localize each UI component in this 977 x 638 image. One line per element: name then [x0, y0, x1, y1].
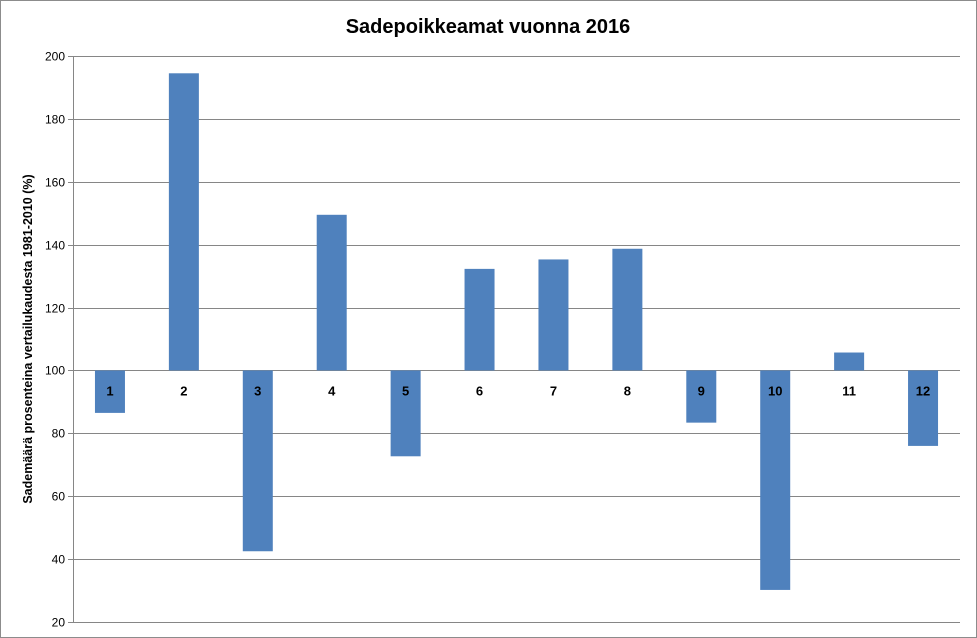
bar-11 [834, 352, 865, 371]
x-tick-label: 10 [768, 383, 782, 398]
gridlines [73, 56, 960, 623]
y-tick-label: 140 [45, 239, 65, 253]
bar-4 [316, 214, 347, 371]
bars [94, 73, 939, 590]
x-tick-label: 12 [916, 383, 930, 398]
chart-title: Sadepoikkeamat vuonna 2016 [346, 16, 631, 38]
x-tick-label: 7 [550, 383, 557, 398]
y-axis-label: Sademäärä prosenteina vertailukaudesta 1… [21, 174, 35, 503]
bar-8 [612, 248, 643, 371]
x-tick-label: 2 [180, 383, 187, 398]
bar-2 [168, 73, 199, 371]
x-tick-label: 4 [328, 383, 336, 398]
bar-5 [390, 370, 421, 457]
bar-12 [908, 370, 939, 446]
bar-6 [464, 268, 495, 371]
x-tick-label: 1 [106, 383, 113, 398]
y-tick-label: 200 [45, 50, 65, 64]
y-tick-label: 80 [52, 427, 66, 441]
y-tick-label: 180 [45, 113, 65, 127]
y-tick-labels: 20 40 60 80 100 120 140 160 180 200 [45, 50, 65, 630]
y-tick-label: 40 [52, 553, 66, 567]
bar-7 [538, 259, 569, 371]
y-tick-label: 60 [52, 490, 66, 504]
x-tick-label: 5 [402, 383, 409, 398]
y-tick-label: 20 [52, 616, 66, 630]
x-tick-label: 6 [476, 383, 483, 398]
x-tick-label: 3 [254, 383, 261, 398]
bar-3 [242, 370, 273, 552]
bar-1 [94, 370, 125, 413]
bar-10 [760, 370, 791, 590]
x-tick-label: 11 [842, 383, 856, 398]
y-tick-label: 160 [45, 176, 65, 190]
x-tick-label: 8 [624, 383, 631, 398]
y-tick-label: 120 [45, 302, 65, 316]
x-tick-label: 9 [698, 383, 705, 398]
bar-9 [686, 370, 717, 423]
y-tick-label: 100 [45, 364, 65, 378]
x-tick-labels: 1 2 3 4 5 6 7 8 9 10 11 12 [106, 383, 930, 398]
axes [68, 56, 74, 623]
